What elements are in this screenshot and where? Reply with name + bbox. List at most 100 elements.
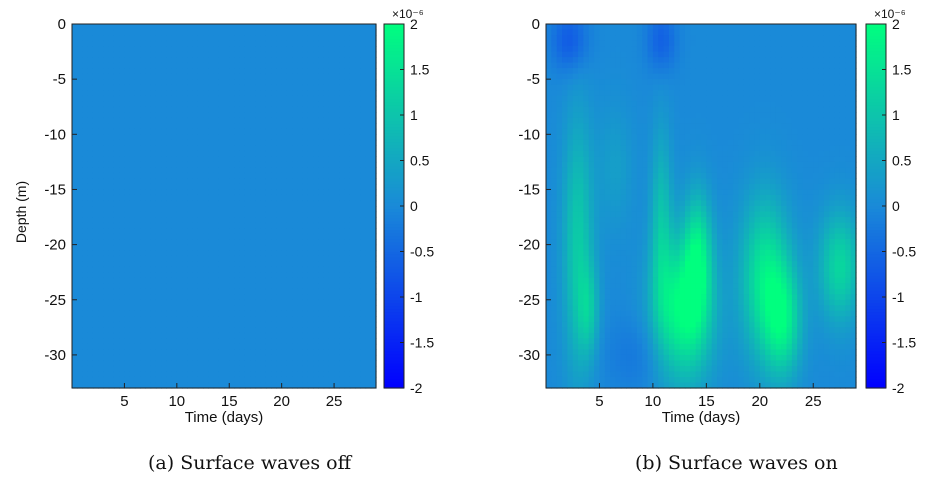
heatmap-cell [578, 239, 585, 246]
heatmap-cell [556, 244, 563, 251]
heatmap-cell [140, 40, 146, 47]
heatmap-cell [588, 349, 595, 356]
heatmap-cell [124, 354, 131, 362]
heatmap-cell [108, 112, 115, 119]
colorbar-segment [384, 254, 404, 259]
heatmap-cell [562, 24, 568, 31]
heatmap-cell [615, 349, 622, 356]
heatmap-cell [365, 189, 372, 196]
colorbar-segment [384, 145, 404, 149]
heatmap-cell [594, 29, 601, 36]
heatmap-cell [578, 139, 585, 146]
heatmap-cell [82, 106, 89, 113]
heatmap-cell [113, 228, 120, 235]
heatmap-cell [98, 106, 105, 113]
heatmap-cell [208, 338, 215, 345]
heatmap-cell [572, 354, 579, 362]
heatmap-cell [82, 84, 89, 91]
heatmap-cell [208, 365, 215, 373]
heatmap-cell [82, 338, 89, 345]
heatmap-cell [213, 167, 220, 174]
heatmap-cell [271, 250, 278, 257]
heatmap-cell [224, 376, 230, 384]
heatmap-cell [318, 73, 325, 80]
heatmap-cell [588, 294, 595, 301]
heatmap-cell [313, 62, 319, 69]
heatmap-cell [567, 73, 574, 80]
heatmap-cell [108, 250, 115, 257]
heatmap-cell [113, 360, 120, 367]
heatmap-cell [365, 178, 372, 185]
heatmap-cell [171, 183, 178, 191]
heatmap-cell [98, 349, 105, 356]
heatmap-cell [150, 29, 157, 36]
heatmap-cell [567, 84, 574, 91]
heatmap-cell [271, 321, 278, 328]
heatmap-cell [562, 211, 568, 218]
heatmap-cell [150, 228, 157, 235]
heatmap-cell [599, 112, 606, 119]
heatmap-cell [182, 233, 188, 240]
heatmap-cell [103, 200, 110, 207]
heatmap-cell [365, 167, 372, 174]
heatmap-cell [72, 194, 78, 202]
colorbar-segment [384, 90, 404, 95]
heatmap-cell [250, 283, 257, 290]
heatmap-cell [286, 228, 293, 235]
heatmap-cell [286, 95, 293, 102]
heatmap-cell [244, 299, 251, 306]
heatmap-cell [244, 62, 251, 69]
heatmap-cell [82, 189, 89, 196]
heatmap-cell [572, 167, 579, 174]
heatmap-cell [213, 255, 220, 262]
heatmap-cell [323, 261, 330, 268]
heatmap-cell [349, 321, 356, 328]
heatmap-cell [108, 167, 115, 174]
heatmap-cell [286, 321, 293, 328]
heatmap-cell [82, 310, 89, 317]
heatmap-cell [365, 371, 372, 378]
heatmap-cell [187, 250, 194, 257]
colorbar-segment [384, 248, 404, 253]
heatmap-cell [344, 101, 351, 108]
heatmap-cell [610, 382, 617, 389]
heatmap-cell [224, 283, 230, 290]
heatmap-cell [567, 128, 574, 135]
heatmap-cell [355, 376, 361, 384]
heatmap-cell [588, 288, 595, 295]
heatmap-cell [370, 90, 377, 97]
heatmap-cell [124, 134, 131, 141]
heatmap-cell [339, 206, 346, 213]
heatmap-cell [218, 112, 225, 119]
heatmap-cell [365, 79, 372, 86]
heatmap-cell [218, 172, 225, 180]
heatmap-cell [108, 305, 115, 312]
heatmap-cell [286, 299, 293, 306]
heatmap-cell [140, 228, 146, 235]
heatmap-cell [140, 338, 146, 345]
heatmap-cell [260, 371, 267, 378]
heatmap-cell [129, 266, 136, 273]
heatmap-cell [562, 79, 568, 86]
heatmap-cell [187, 101, 194, 108]
heatmap-cell [567, 46, 574, 53]
heatmap-cell [286, 349, 293, 356]
heatmap-cell [197, 255, 204, 262]
heatmap-cell [213, 239, 220, 246]
heatmap-cell [98, 354, 105, 362]
heatmap-cell [551, 139, 558, 146]
heatmap-cell [556, 117, 563, 124]
heatmap-cell [145, 128, 152, 135]
heatmap-cell [302, 95, 309, 102]
heatmap-cell [281, 255, 288, 262]
heatmap-cell [360, 316, 367, 323]
heatmap-cell [281, 217, 288, 224]
heatmap-cell [562, 194, 568, 202]
heatmap-cell [203, 95, 209, 102]
heatmap-cell [218, 183, 225, 191]
heatmap-cell [339, 376, 346, 384]
heatmap-cell [567, 117, 574, 124]
heatmap-cell [556, 183, 563, 191]
heatmap-cell [271, 128, 278, 135]
heatmap-cell [572, 305, 579, 312]
